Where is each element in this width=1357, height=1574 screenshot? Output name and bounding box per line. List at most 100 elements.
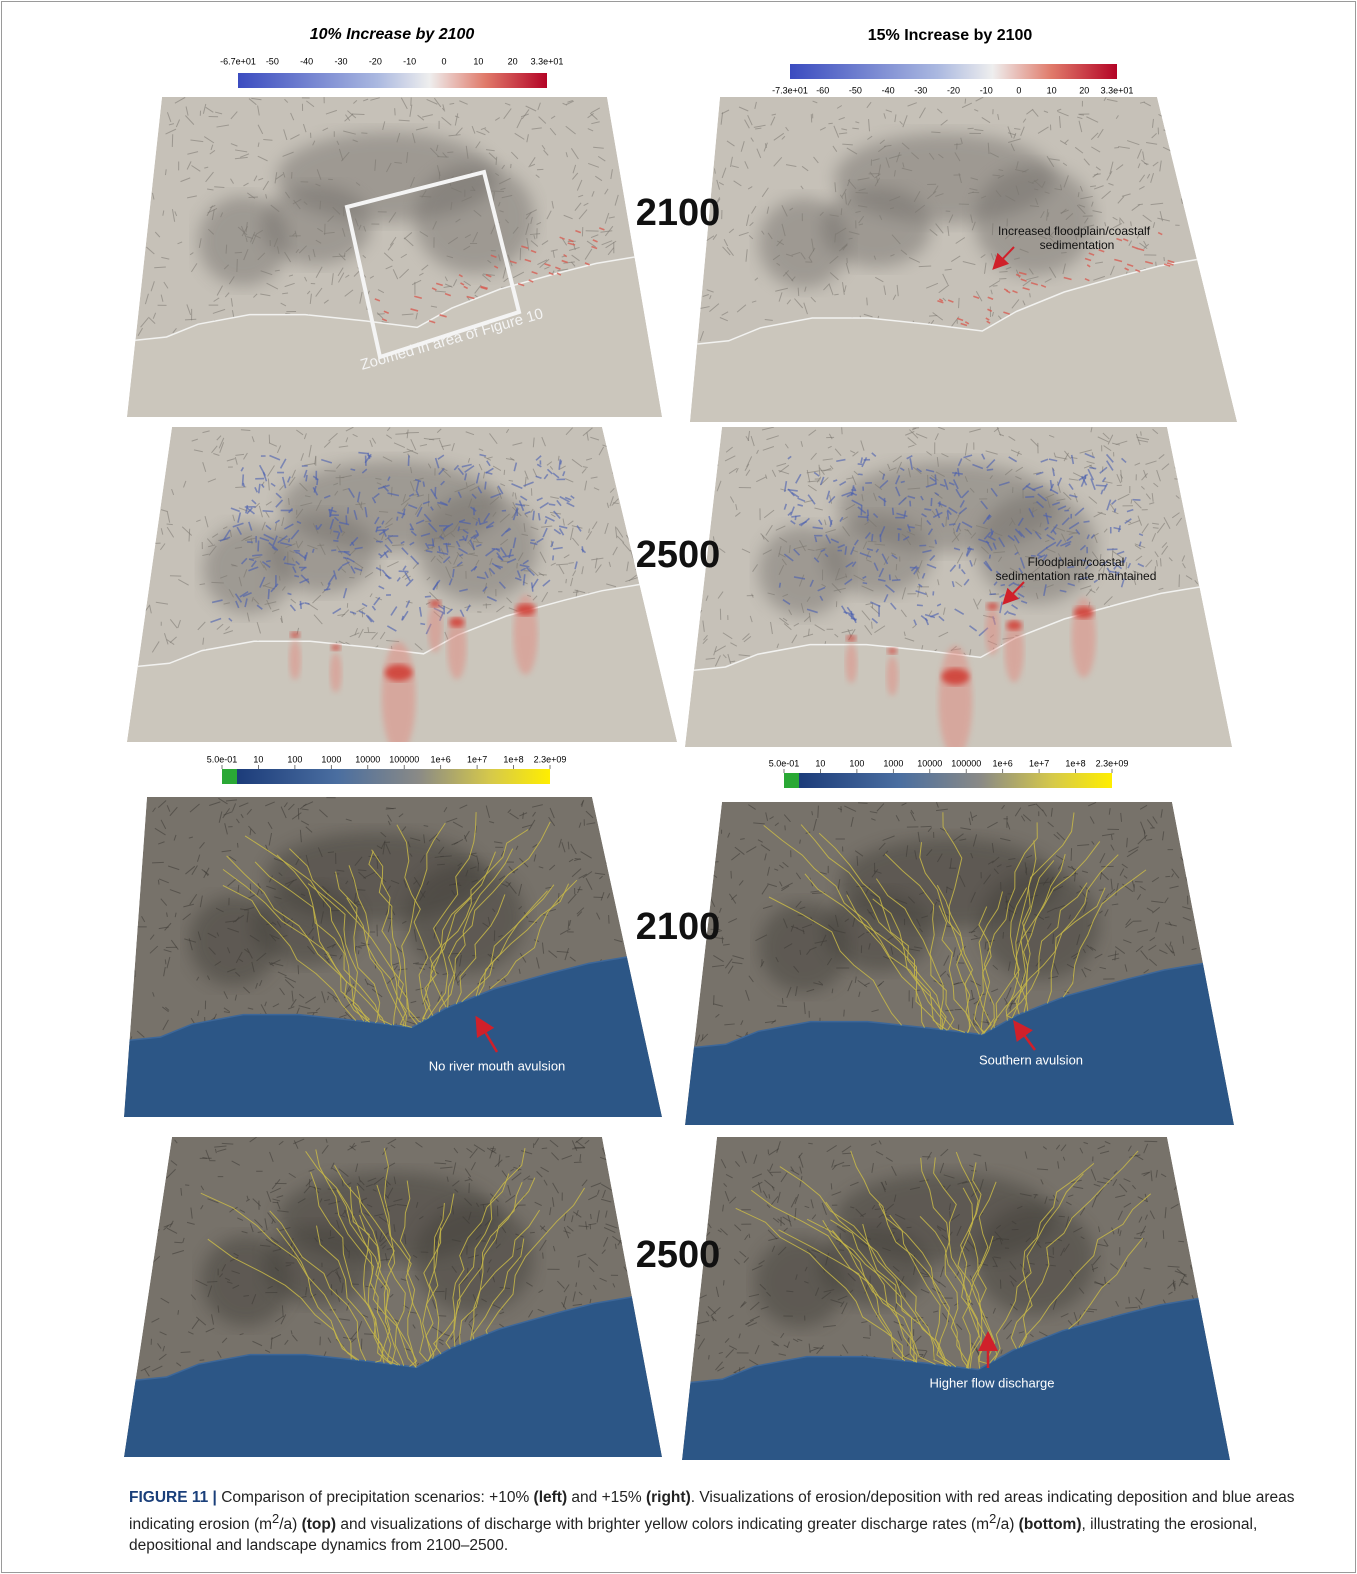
texture	[284, 976, 297, 983]
texture	[312, 523, 319, 534]
erosion-mark	[486, 460, 491, 467]
texture	[357, 950, 360, 955]
texture	[1048, 975, 1059, 979]
texture	[769, 816, 774, 820]
erosion-mark	[983, 531, 992, 540]
texture	[329, 529, 333, 535]
erosion-mark	[261, 561, 271, 569]
texture	[476, 855, 480, 864]
texture	[1026, 108, 1034, 115]
texture	[467, 483, 476, 488]
texture	[1089, 589, 1096, 594]
texture	[210, 144, 214, 151]
texture	[969, 188, 978, 191]
texture	[721, 109, 730, 115]
texture	[234, 457, 238, 465]
deposition-mark	[517, 282, 525, 287]
texture	[404, 1234, 407, 1245]
texture	[594, 872, 606, 875]
texture	[455, 127, 463, 136]
texture	[853, 470, 859, 476]
erosion-mark	[878, 495, 887, 503]
texture	[304, 495, 311, 498]
erosion-mark	[926, 519, 932, 526]
texture	[1042, 877, 1049, 886]
texture	[962, 1180, 975, 1184]
erosion-mark	[464, 473, 468, 481]
texture	[820, 934, 827, 947]
texture	[1139, 1225, 1147, 1237]
texture	[1143, 969, 1150, 974]
texture	[783, 943, 793, 949]
erosion-mark	[284, 523, 294, 530]
texture	[205, 171, 214, 183]
texture	[395, 433, 408, 435]
texture	[1033, 188, 1039, 191]
texture	[384, 523, 393, 529]
texture	[537, 259, 548, 266]
texture	[290, 112, 295, 121]
texture	[1125, 918, 1132, 926]
texture	[1083, 967, 1092, 972]
erosion-mark	[1058, 556, 1062, 562]
erosion-mark	[1093, 579, 1099, 584]
caption-text: /a)	[279, 1516, 302, 1534]
river	[1020, 841, 1101, 1012]
texture	[528, 920, 537, 924]
panels	[124, 97, 1237, 1460]
river	[768, 896, 902, 1026]
texture	[902, 115, 908, 128]
texture	[763, 142, 768, 152]
erosion-mark	[437, 501, 449, 507]
caption-text: . Visualizations of erosion/deposition w…	[129, 1489, 1295, 1534]
river	[427, 1193, 455, 1362]
texture	[852, 917, 856, 927]
texture	[747, 1322, 758, 1327]
texture	[505, 219, 509, 224]
erosion-mark	[446, 608, 453, 615]
texture	[232, 514, 236, 522]
texture	[1149, 937, 1156, 942]
erosion-mark	[304, 552, 308, 561]
texture	[734, 512, 741, 517]
texture	[260, 293, 271, 297]
texture	[148, 316, 156, 324]
texture	[303, 433, 307, 440]
erosion-mark	[442, 556, 451, 564]
texture	[285, 1264, 292, 1267]
erosion-mark	[396, 516, 399, 521]
erosion-mark	[958, 507, 968, 515]
texture	[1160, 1173, 1167, 1178]
texture	[567, 520, 574, 526]
sea	[682, 1298, 1230, 1460]
texture	[914, 850, 917, 860]
deposition-mark	[1012, 290, 1018, 294]
texture	[241, 1230, 248, 1234]
texture	[1065, 212, 1074, 221]
mountain-shade	[975, 1204, 1096, 1315]
texture	[288, 274, 294, 277]
deposition-mark	[374, 298, 381, 302]
texture	[341, 228, 346, 237]
texture	[367, 1177, 377, 1182]
texture	[480, 1256, 483, 1267]
texture	[218, 811, 223, 823]
texture	[948, 1203, 951, 1211]
deposition-mark	[435, 282, 443, 287]
texture	[1167, 1265, 1180, 1268]
erosion-mark	[242, 482, 246, 488]
texture	[1079, 185, 1083, 192]
texture	[296, 429, 304, 436]
erosion-mark	[875, 548, 880, 553]
erosion-mark	[459, 609, 465, 618]
texture	[227, 968, 236, 973]
texture	[708, 861, 719, 863]
texture	[339, 954, 343, 960]
texture	[204, 166, 209, 169]
texture	[362, 254, 367, 259]
texture	[541, 591, 549, 603]
erosion-mark	[1017, 517, 1024, 527]
texture	[738, 654, 751, 657]
erosion-mark	[269, 454, 281, 461]
erosion-mark	[906, 455, 913, 460]
